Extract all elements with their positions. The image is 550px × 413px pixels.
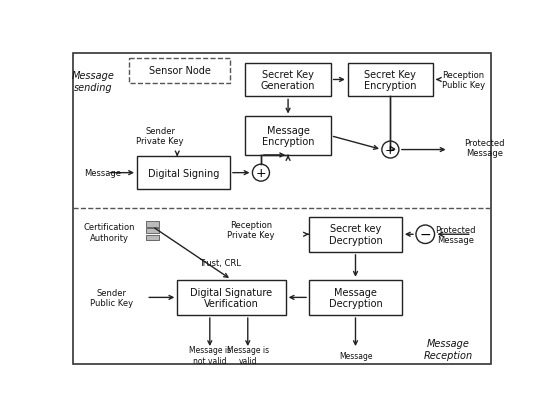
Text: Message
Decryption: Message Decryption — [329, 287, 382, 309]
Bar — [146, 222, 158, 227]
Text: Sender
Public Key: Sender Public Key — [90, 288, 133, 307]
Text: Certification
Authority: Certification Authority — [83, 223, 135, 242]
Bar — [146, 235, 158, 241]
Text: Sensor Node: Sensor Node — [148, 66, 211, 76]
Bar — [177, 280, 286, 316]
Text: Message
sending: Message sending — [72, 71, 115, 93]
Bar — [137, 157, 230, 190]
Bar — [348, 63, 433, 97]
Text: Digital Signature
Verification: Digital Signature Verification — [190, 287, 273, 309]
Bar — [245, 117, 331, 156]
Text: Message is
valid: Message is valid — [227, 346, 269, 365]
Circle shape — [382, 142, 399, 159]
Text: −: − — [420, 228, 431, 242]
Text: Message: Message — [84, 169, 121, 178]
Text: Trust, CRL: Trust, CRL — [199, 259, 241, 268]
Text: Message
Encryption: Message Encryption — [262, 126, 315, 147]
Text: Message
Reception: Message Reception — [424, 338, 473, 360]
Text: Protected
Message: Protected Message — [464, 138, 504, 157]
Text: Reception
Private Key: Reception Private Key — [227, 221, 274, 240]
Bar — [309, 217, 402, 252]
Text: +: + — [256, 167, 266, 180]
Text: Message: Message — [339, 351, 372, 360]
Text: Protected
Message: Protected Message — [435, 225, 476, 244]
Bar — [146, 228, 158, 234]
Circle shape — [252, 165, 270, 182]
Text: +: + — [385, 144, 395, 157]
Text: Digital Signing: Digital Signing — [148, 168, 219, 178]
Text: Secret Key
Encryption: Secret Key Encryption — [364, 69, 417, 91]
Bar — [245, 63, 331, 97]
Text: Reception
Public Key: Reception Public Key — [442, 71, 485, 90]
Text: Sender
Private Key: Sender Private Key — [136, 126, 184, 145]
Bar — [309, 280, 402, 316]
Text: Message is
not valid: Message is not valid — [189, 346, 231, 365]
Bar — [129, 59, 230, 83]
Text: Secret key
Decryption: Secret key Decryption — [329, 224, 382, 245]
Text: Secret Key
Generation: Secret Key Generation — [261, 69, 315, 91]
Circle shape — [416, 225, 434, 244]
